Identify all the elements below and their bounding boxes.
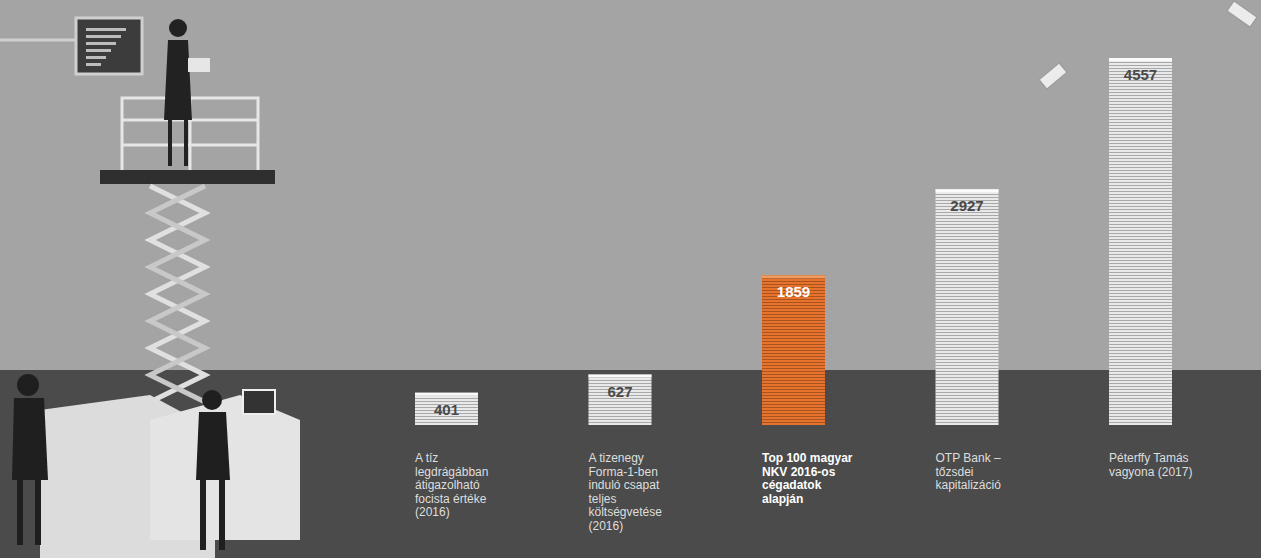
- category-label: A tizenegyForma-1-beninduló csapatteljes…: [589, 451, 663, 533]
- category-label: Péterffy Tamásvagyona (2017): [1109, 451, 1192, 479]
- bar-top: [1109, 58, 1172, 61]
- screen-line: [86, 49, 111, 52]
- bar: [936, 189, 999, 425]
- person-legs: [20, 480, 38, 545]
- chart: 401 627 1859 2927 4557 A tízlegdrágábbanátiga…: [0, 0, 1261, 558]
- data-label: 627: [607, 383, 632, 400]
- bar-group: [589, 375, 652, 425]
- bar-texture: [936, 189, 999, 425]
- bar-texture: [1109, 58, 1172, 425]
- data-label: 4557: [1124, 66, 1157, 83]
- person-body: [196, 412, 230, 480]
- monitor: [243, 390, 275, 414]
- bill: [1227, 1, 1257, 27]
- illustration: [0, 1, 1257, 558]
- person-body: [12, 398, 48, 480]
- bar-top: [936, 189, 999, 192]
- bar-texture: [762, 275, 825, 425]
- bar: [762, 275, 825, 425]
- screen-line: [86, 56, 106, 59]
- bar-top: [762, 275, 825, 278]
- platform: [100, 170, 275, 184]
- bar: [1109, 58, 1172, 425]
- bill: [1039, 63, 1067, 89]
- plot-area: [415, 58, 1172, 425]
- tablet: [188, 58, 210, 72]
- category-labels: A tízlegdrágábbanátigazolhatófocista ért…: [415, 451, 1192, 533]
- bar-texture: [589, 375, 652, 425]
- data-label: 2927: [950, 197, 983, 214]
- person-body: [164, 40, 192, 120]
- screen-line: [86, 28, 126, 31]
- data-labels: 401 627 1859 2927 4557: [434, 66, 1157, 418]
- bar-group: [415, 393, 478, 425]
- category-label: OTP Bank –tőzsdeikapitalizáció: [936, 451, 1002, 492]
- scissor: [150, 186, 205, 402]
- person-head: [17, 374, 39, 396]
- person-legs: [203, 480, 222, 550]
- bar-group: [936, 189, 999, 425]
- category-label: A tízlegdrágábbanátigazolhatófocista ért…: [415, 451, 488, 519]
- bar-texture: [415, 393, 478, 425]
- person-legs: [170, 120, 186, 166]
- background-band: [0, 370, 1261, 558]
- bar-group: [1109, 58, 1172, 425]
- bar: [415, 393, 478, 425]
- cable: [0, 39, 80, 42]
- person-head: [169, 19, 187, 37]
- data-label: 1859: [777, 283, 810, 300]
- category-label: Top 100 magyarNKV 2016-oscégadatokalapjá…: [762, 451, 853, 506]
- person-head: [202, 390, 222, 410]
- bar-top: [415, 393, 478, 396]
- screen: [76, 18, 142, 74]
- bar-group: [762, 275, 825, 425]
- screen-line: [86, 63, 101, 66]
- bar: [589, 375, 652, 425]
- screen-line: [86, 35, 121, 38]
- scissor: [150, 186, 205, 402]
- data-label: 401: [434, 401, 459, 418]
- bar-top: [589, 375, 652, 378]
- screen-line: [86, 42, 116, 45]
